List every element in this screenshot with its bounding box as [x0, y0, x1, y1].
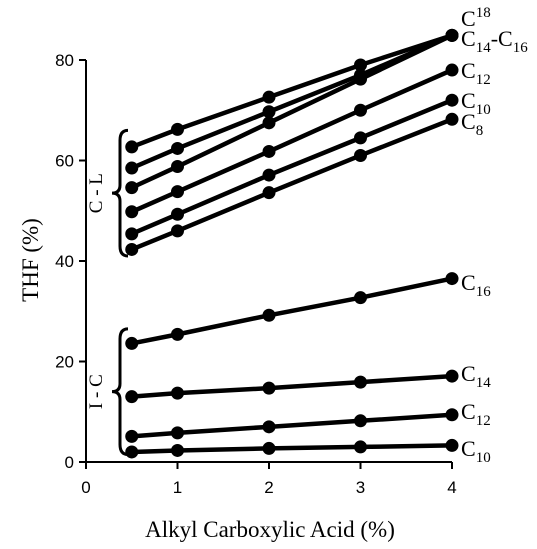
series-1	[125, 28, 459, 154]
y-tick-label: 40	[55, 252, 74, 271]
series-annotation-c10l: C10	[461, 436, 491, 466]
data-point	[262, 381, 276, 395]
data-point	[262, 105, 276, 119]
bracket-1	[111, 128, 129, 258]
data-point	[262, 144, 276, 158]
data-point	[125, 181, 139, 195]
data-point	[171, 160, 184, 174]
data-point	[171, 122, 184, 136]
series-7	[125, 272, 459, 350]
data-point	[445, 438, 459, 452]
x-tick-label: 3	[356, 478, 365, 497]
data-point	[262, 186, 276, 200]
data-point	[445, 28, 459, 42]
data-point	[171, 224, 184, 238]
series-annotation-c18: C18	[461, 5, 491, 31]
x-tick-label: 4	[447, 478, 456, 497]
series-annotation-c14c16: C14-C16	[461, 26, 528, 56]
data-point	[354, 131, 367, 145]
bracket-2	[111, 327, 129, 456]
data-point	[354, 414, 367, 428]
series-annotation-c14l: C14	[461, 361, 491, 391]
y-tick-label: 80	[55, 51, 74, 70]
data-point	[262, 420, 276, 434]
x-tick-label: 2	[264, 478, 273, 497]
data-point	[354, 375, 367, 389]
series-10	[125, 438, 459, 459]
data-point	[262, 90, 276, 104]
series-annotation-c12l: C12	[461, 399, 491, 429]
data-point	[125, 429, 139, 443]
y-tick-label: 60	[55, 152, 74, 171]
data-point	[125, 205, 139, 219]
data-point	[125, 161, 139, 175]
data-point	[171, 327, 184, 341]
series-8	[125, 369, 459, 404]
data-point	[125, 445, 139, 459]
data-point	[262, 441, 276, 455]
series-3	[125, 28, 459, 195]
data-point	[445, 63, 459, 77]
data-point	[354, 103, 367, 117]
series-5	[125, 93, 459, 241]
data-point	[354, 58, 367, 72]
data-point	[445, 272, 459, 286]
data-point	[171, 386, 184, 400]
data-point	[262, 308, 276, 322]
data-point	[354, 72, 367, 86]
data-point	[262, 168, 276, 182]
series-9	[125, 408, 459, 443]
data-point	[445, 408, 459, 422]
data-point	[354, 440, 367, 454]
x-tick-label: 1	[173, 478, 182, 497]
data-point	[171, 141, 184, 155]
data-point	[171, 185, 184, 199]
data-point	[171, 207, 184, 221]
data-point	[171, 443, 184, 457]
data-point	[125, 227, 139, 241]
data-point	[262, 116, 276, 130]
bracket-label-2: I - C	[86, 374, 107, 409]
series-annotation-c8: C8	[461, 109, 483, 139]
data-point	[125, 140, 139, 154]
series-4	[125, 63, 459, 219]
series-annotation-c10u: C10	[461, 88, 491, 118]
data-point	[171, 426, 184, 440]
y-axis-title: THF (%)	[18, 218, 43, 302]
data-point	[445, 369, 459, 383]
y-tick-label: 20	[55, 353, 74, 372]
x-axis-title: Alkyl Carboxylic Acid (%)	[145, 517, 395, 542]
data-point	[125, 242, 139, 256]
x-tick-label: 0	[81, 478, 90, 497]
data-point	[125, 390, 139, 404]
y-tick-label: 0	[65, 453, 74, 472]
series-layer	[125, 28, 459, 459]
series-annotation-c16l: C16	[461, 270, 491, 300]
bracket-label-1: C - L	[86, 173, 107, 213]
series-annotation-c12u: C12	[461, 58, 491, 88]
data-point	[445, 93, 459, 107]
data-point	[354, 148, 367, 162]
data-point	[354, 291, 367, 305]
data-point	[445, 112, 459, 126]
data-point	[125, 336, 139, 350]
series-6	[125, 112, 459, 256]
